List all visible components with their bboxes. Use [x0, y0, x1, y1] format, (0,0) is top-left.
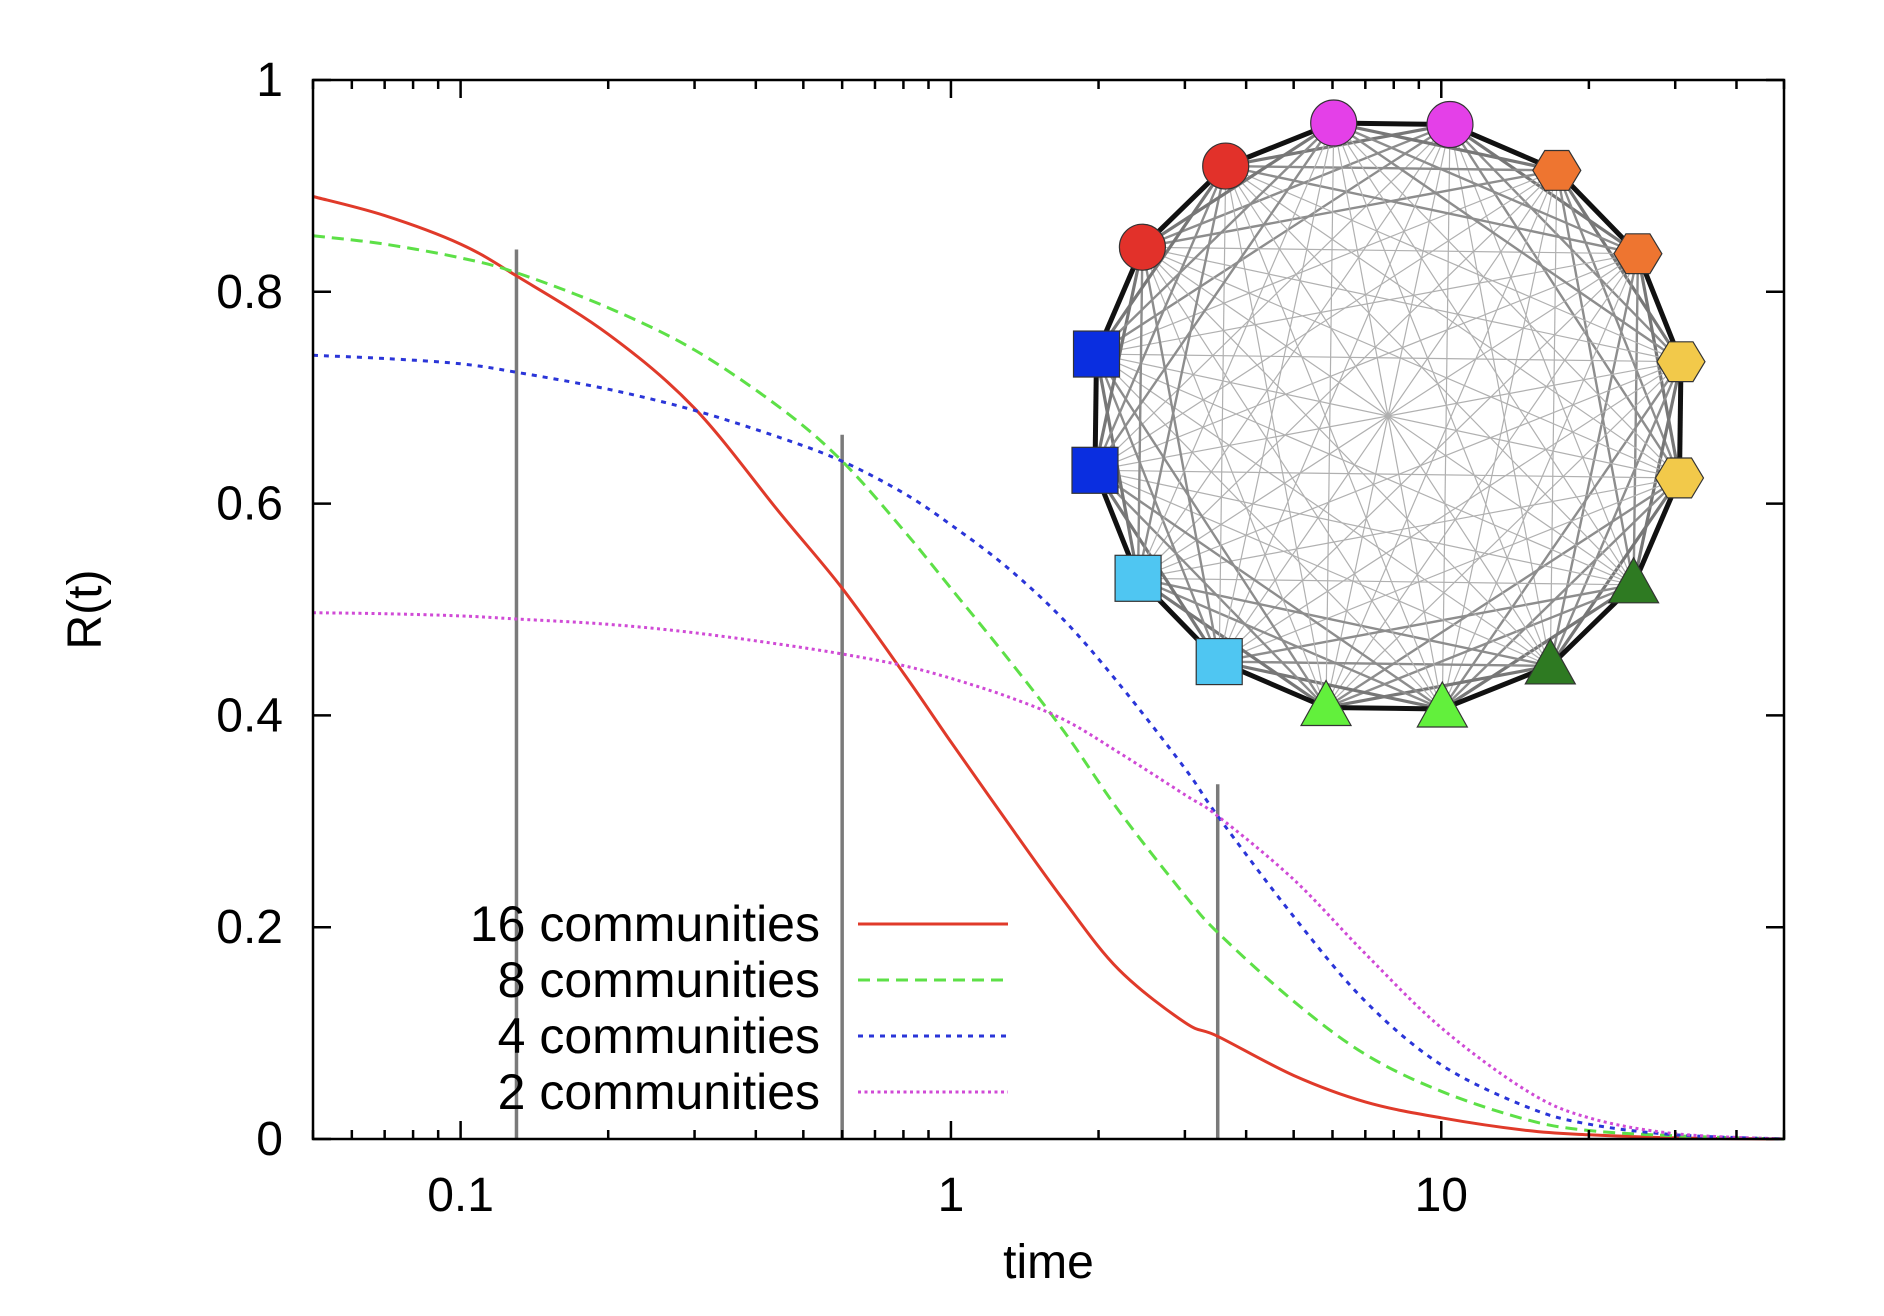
- network-node-triangle: [1416, 680, 1469, 728]
- network-ring-edge: [1326, 704, 1443, 712]
- network-edge: [1441, 124, 1451, 710]
- network-node-square: [1195, 637, 1243, 686]
- network-edge: [1136, 165, 1227, 579]
- network-node-triangle: [1524, 637, 1577, 685]
- network-node-circle: [1118, 223, 1167, 271]
- network-edge: [1095, 122, 1335, 355]
- y-axis-title: R(t): [59, 570, 112, 650]
- network-node-triangle: [1300, 679, 1353, 727]
- y-tick-label: 0.8: [216, 266, 283, 319]
- x-tick-label: 0.1: [427, 1169, 494, 1222]
- legend-label: 8 communities: [498, 952, 820, 1008]
- y-tick-label: 0: [256, 1113, 283, 1166]
- network-edge: [1225, 165, 1680, 479]
- network-node-hexagon: [1654, 457, 1705, 499]
- network-edge: [1141, 246, 1551, 667]
- network-edge: [1333, 122, 1635, 586]
- network-edge: [1141, 246, 1221, 662]
- network-edge: [1218, 660, 1443, 711]
- network-node-circle: [1426, 100, 1474, 149]
- network-edge: [1225, 165, 1635, 586]
- network-edge: [1094, 122, 1335, 471]
- network-node-hexagon: [1656, 341, 1706, 383]
- vertical-markers: [514, 249, 1220, 1139]
- network-edge: [1218, 253, 1639, 663]
- network-node-circle: [1310, 99, 1358, 147]
- y-tick-label: 1: [256, 54, 283, 107]
- network-edge: [1142, 246, 1682, 363]
- network-edge: [1225, 164, 1557, 172]
- network-edge: [1136, 247, 1144, 579]
- network-edge: [1093, 165, 1227, 471]
- network-edge: [1137, 577, 1443, 711]
- network-edge: [1449, 123, 1682, 363]
- series-line: [312, 611, 1785, 1141]
- y-tick-label: 0.6: [216, 478, 283, 531]
- network-edge: [1555, 169, 1681, 479]
- y-tick-label: 0.4: [216, 689, 283, 742]
- legend-label: 4 communities: [498, 1008, 820, 1064]
- network-edge: [1549, 361, 1683, 667]
- network-edge: [1137, 122, 1335, 579]
- network-edge: [1333, 122, 1680, 479]
- network-node-circle: [1202, 142, 1250, 190]
- network-edge: [1225, 165, 1443, 710]
- legend-label: 2 communities: [498, 1064, 820, 1120]
- network-edge: [1325, 122, 1335, 708]
- network-edge: [1095, 353, 1221, 663]
- series-line: [312, 195, 1785, 1141]
- network-edge: [1094, 253, 1639, 471]
- network-edge: [1219, 660, 1551, 668]
- network-edge: [1325, 170, 1558, 708]
- x-axis-title: time: [1003, 1236, 1094, 1289]
- network-node-square: [1071, 446, 1119, 494]
- network-edge: [1137, 169, 1558, 579]
- network-edge: [1137, 361, 1682, 579]
- network-inset: [1071, 99, 1706, 728]
- network-edge: [1441, 477, 1681, 710]
- series-line: [312, 234, 1785, 1141]
- series-line: [312, 353, 1785, 1141]
- network-edge: [1094, 469, 1327, 709]
- network-edge: [1333, 121, 1639, 255]
- network-node-square: [1114, 554, 1162, 602]
- network-edge: [1632, 253, 1640, 585]
- network-node-square: [1072, 330, 1121, 378]
- network-edge: [1096, 353, 1443, 710]
- network-edge: [1218, 166, 1227, 662]
- plot-frame: [311, 78, 1786, 1141]
- network-node-hexagon: [1613, 233, 1663, 275]
- network-edge: [1142, 246, 1680, 479]
- network-edge: [1218, 124, 1451, 662]
- network-node-triangle: [1607, 556, 1660, 604]
- network-edge: [1096, 353, 1634, 586]
- network-edge: [1218, 122, 1335, 662]
- network-edge: [1333, 122, 1682, 363]
- network-node-hexagon: [1532, 149, 1582, 191]
- network-edge: [1325, 583, 1635, 709]
- network-edge: [1141, 246, 1327, 708]
- x-tick-label: 1: [938, 1169, 965, 1222]
- series-layer: [312, 195, 1785, 1141]
- network-edge: [1096, 353, 1682, 363]
- x-tick-label: 10: [1415, 1169, 1468, 1222]
- network-edge: [1333, 122, 1551, 667]
- tick-labels: 0 0.2 0.4 0.6 0.8 1 0.1 1 10: [216, 54, 1468, 1222]
- axis-ticks: [311, 78, 1786, 1141]
- y-tick-label: 0.2: [216, 901, 283, 954]
- legend-label: 16 communities: [470, 896, 820, 952]
- network-edge: [1141, 123, 1451, 249]
- network-edge: [1333, 122, 1443, 710]
- network-edge: [1094, 469, 1680, 479]
